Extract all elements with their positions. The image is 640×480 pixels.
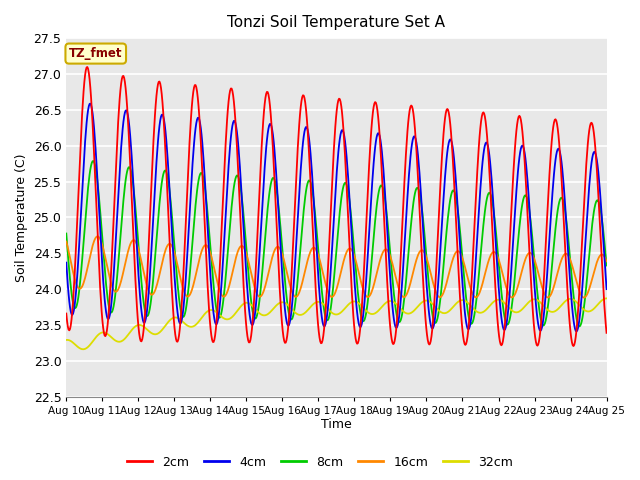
X-axis label: Time: Time (321, 419, 352, 432)
Text: TZ_fmet: TZ_fmet (69, 47, 122, 60)
Legend: 2cm, 4cm, 8cm, 16cm, 32cm: 2cm, 4cm, 8cm, 16cm, 32cm (122, 451, 518, 474)
Title: Tonzi Soil Temperature Set A: Tonzi Soil Temperature Set A (227, 15, 445, 30)
Y-axis label: Soil Temperature (C): Soil Temperature (C) (15, 153, 28, 282)
